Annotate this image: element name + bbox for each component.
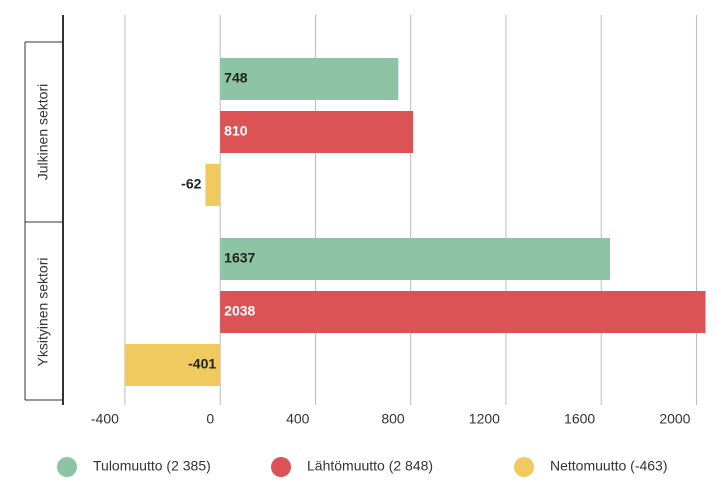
data-label: 810 <box>224 123 248 139</box>
category-label: Yksityinen sektori <box>35 258 51 367</box>
bar <box>205 164 221 206</box>
x-tick-label: 1600 <box>564 411 595 427</box>
bar <box>124 344 221 386</box>
x-tick-label: 400 <box>286 411 310 427</box>
bar <box>220 111 414 153</box>
legend-marker <box>514 457 534 477</box>
bar <box>220 291 706 333</box>
data-label: 1637 <box>224 250 255 266</box>
legend-marker <box>271 457 291 477</box>
legend-label: Tulomuutto (2 385) <box>93 458 211 474</box>
x-tick-label: -400 <box>91 411 119 427</box>
category-label: Julkinen sektori <box>35 84 51 181</box>
x-tick-label: 2000 <box>659 411 690 427</box>
x-tick-label: 800 <box>381 411 405 427</box>
bar <box>220 238 611 280</box>
x-tick-label: 1200 <box>469 411 500 427</box>
legend-label: Lähtömuutto (2 848) <box>307 458 433 474</box>
data-label: 2038 <box>224 303 255 319</box>
data-label: 748 <box>224 70 248 86</box>
data-label: -401 <box>188 356 216 372</box>
bar <box>220 58 399 100</box>
legend-marker <box>57 457 77 477</box>
x-tick-label: 0 <box>206 411 214 427</box>
data-label: -62 <box>181 176 201 192</box>
legend-label: Nettomuutto (-463) <box>550 458 668 474</box>
